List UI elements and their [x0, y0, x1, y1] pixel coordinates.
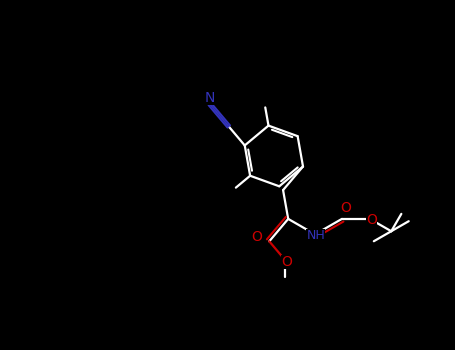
- Text: NH: NH: [306, 229, 325, 242]
- Text: O: O: [340, 201, 351, 215]
- Text: O: O: [281, 255, 292, 269]
- Text: N: N: [205, 91, 215, 105]
- Text: O: O: [366, 213, 377, 227]
- Text: O: O: [252, 230, 262, 244]
